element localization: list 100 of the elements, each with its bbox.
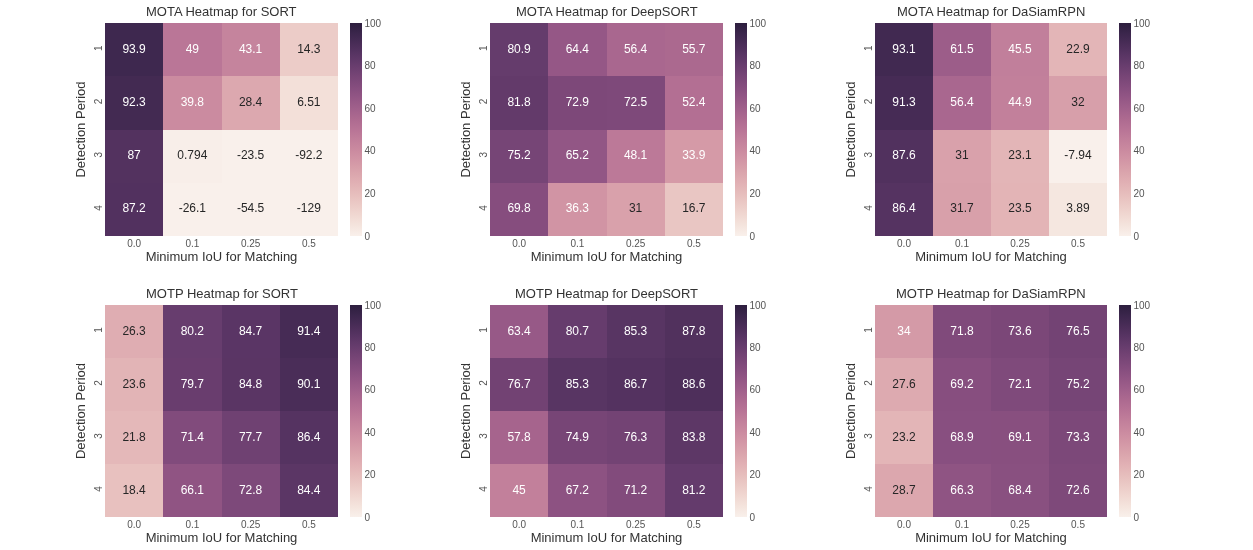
chart-title: MOTP Heatmap for DaSiamRPN bbox=[896, 286, 1086, 301]
y-axis-title: Detection Period bbox=[842, 362, 858, 460]
color-bar-label: 40 bbox=[749, 426, 762, 438]
data-label: 34 bbox=[897, 323, 911, 338]
data-label: 90.1 bbox=[297, 376, 321, 391]
data-label: 21.8 bbox=[122, 429, 147, 444]
color-bar-label: 20 bbox=[749, 187, 762, 199]
data-label: 6.51 bbox=[297, 94, 321, 109]
color-bar-label: 20 bbox=[1133, 469, 1146, 481]
data-label: 86.4 bbox=[892, 201, 916, 216]
data-label: 93.9 bbox=[122, 41, 147, 56]
color-bar-label: 20 bbox=[364, 469, 377, 481]
data-label: -54.5 bbox=[236, 201, 265, 216]
data-label: 44.9 bbox=[1008, 94, 1032, 109]
x-tick-label: 0.5 bbox=[301, 519, 317, 530]
x-tick-label: 0.25 bbox=[240, 238, 261, 249]
data-label: 72.9 bbox=[565, 94, 590, 109]
color-bar-label: 80 bbox=[364, 60, 377, 72]
data-label: 88.6 bbox=[682, 376, 706, 391]
data-label: 92.3 bbox=[122, 94, 147, 109]
y-tick-label: 2 bbox=[478, 98, 489, 105]
data-label: 69.2 bbox=[950, 376, 974, 391]
y-tick-label: 1 bbox=[478, 326, 489, 333]
data-label: 85.3 bbox=[623, 323, 648, 338]
color-bar-label: 100 bbox=[749, 17, 767, 29]
chart-title: MOTP Heatmap for SORT bbox=[146, 286, 299, 301]
y-axis-title: Detection Period bbox=[72, 81, 88, 178]
chart-title: MOTA Heatmap for DeepSORT bbox=[516, 4, 698, 19]
x-tick-label: 0.25 bbox=[240, 519, 261, 530]
data-label: 86.7 bbox=[623, 376, 648, 391]
data-label: 45.5 bbox=[1008, 41, 1032, 56]
y-tick-label: 4 bbox=[863, 204, 874, 211]
data-label: 77.7 bbox=[238, 429, 263, 444]
data-label: -129 bbox=[296, 201, 322, 216]
y-tick-label: 4 bbox=[478, 204, 489, 211]
y-tick-label: 4 bbox=[93, 485, 104, 492]
color-bar-label: 100 bbox=[1133, 299, 1151, 311]
color-bar-label: 100 bbox=[364, 299, 382, 311]
data-label: 84.7 bbox=[238, 323, 263, 338]
y-tick-label: 4 bbox=[478, 485, 489, 492]
color-bar-label: 40 bbox=[1133, 426, 1146, 438]
data-label: 93.1 bbox=[892, 41, 916, 56]
color-bar-label: 80 bbox=[749, 341, 762, 353]
data-label: 45 bbox=[512, 482, 527, 497]
x-axis-title: Minimum IoU for Matching bbox=[145, 530, 298, 545]
data-label: 72.5 bbox=[623, 94, 648, 109]
x-tick-label: 0.0 bbox=[897, 519, 912, 530]
data-label: -26.1 bbox=[178, 201, 207, 216]
x-axis-title: Minimum IoU for Matching bbox=[530, 249, 683, 264]
data-label: -23.5 bbox=[236, 148, 265, 163]
data-label: 31.7 bbox=[950, 201, 974, 216]
color-bar-label: 80 bbox=[364, 341, 377, 353]
x-tick-label: 0.1 bbox=[185, 519, 200, 530]
y-axis-title: Detection Period bbox=[842, 81, 858, 178]
x-tick-label: 0.1 bbox=[185, 238, 200, 249]
data-label: 14.3 bbox=[297, 41, 321, 56]
data-label: 79.7 bbox=[180, 376, 205, 391]
data-label: 65.2 bbox=[565, 148, 590, 163]
x-tick-label: 0.25 bbox=[625, 519, 646, 530]
x-tick-label: 0.1 bbox=[955, 519, 970, 530]
data-label: 23.5 bbox=[1008, 201, 1032, 216]
x-tick-label: 0.25 bbox=[1010, 238, 1031, 249]
x-tick-label: 0.0 bbox=[127, 519, 142, 530]
color-bar-label: 60 bbox=[1133, 384, 1146, 396]
y-tick-label: 1 bbox=[863, 326, 874, 333]
x-tick-label: 0.1 bbox=[570, 519, 585, 530]
color-bar-label: 100 bbox=[749, 299, 767, 311]
data-label: 0.794 bbox=[177, 148, 208, 163]
data-label: 69.8 bbox=[507, 201, 532, 216]
x-tick-label: 0.0 bbox=[127, 238, 142, 249]
data-label: 72.1 bbox=[1008, 376, 1032, 391]
color-bar-label: 60 bbox=[1133, 102, 1146, 114]
data-label: 80.2 bbox=[180, 323, 205, 338]
data-label: 75.2 bbox=[1066, 376, 1090, 391]
color-bar-label: 40 bbox=[364, 145, 377, 157]
data-label: 31 bbox=[955, 148, 969, 163]
x-tick-label: 0.0 bbox=[897, 238, 912, 249]
color-bar-label: 20 bbox=[1133, 187, 1146, 199]
y-tick-label: 3 bbox=[93, 432, 104, 439]
data-label: 76.5 bbox=[1066, 323, 1090, 338]
color-bar-label: 100 bbox=[1133, 17, 1151, 29]
data-label: 49 bbox=[185, 41, 200, 56]
data-label: 76.7 bbox=[507, 376, 532, 391]
data-label: 23.6 bbox=[122, 376, 147, 391]
y-tick-label: 2 bbox=[478, 379, 489, 386]
data-label: 67.2 bbox=[565, 482, 590, 497]
color-bar-label: 0 bbox=[749, 230, 756, 242]
x-tick-label: 0.5 bbox=[686, 238, 702, 249]
color-bar-label: 0 bbox=[1133, 511, 1140, 523]
x-axis-title: Minimum IoU for Matching bbox=[145, 249, 298, 264]
data-label: 71.8 bbox=[950, 323, 974, 338]
y-tick-label: 1 bbox=[93, 44, 104, 51]
x-axis-title: Minimum IoU for Matching bbox=[530, 530, 683, 545]
data-label: 66.3 bbox=[950, 482, 974, 497]
y-tick-label: 2 bbox=[863, 98, 874, 105]
data-label: 39.8 bbox=[180, 94, 205, 109]
data-label: 72.8 bbox=[238, 482, 263, 497]
color-bar-label: 80 bbox=[749, 60, 762, 72]
data-label: 87.2 bbox=[122, 201, 147, 216]
data-label: 56.4 bbox=[950, 94, 974, 109]
